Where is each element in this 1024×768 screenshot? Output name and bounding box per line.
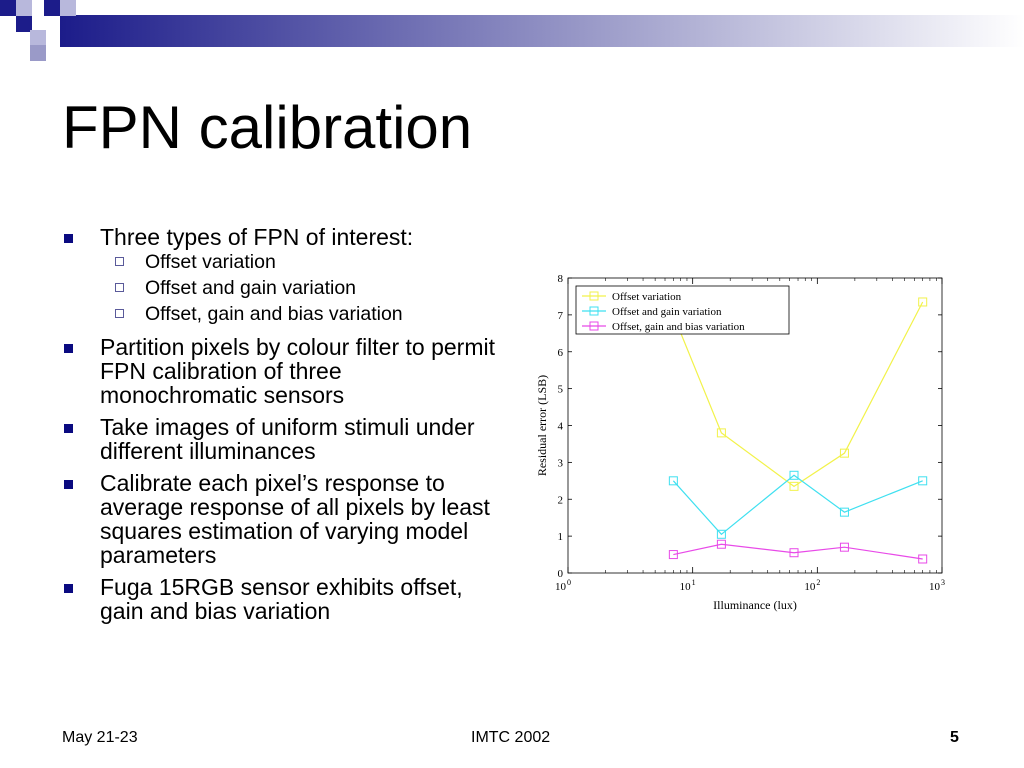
y-tick-label: 6 xyxy=(558,347,564,359)
y-axis-label: Residual error (LSB) xyxy=(535,375,549,476)
data-point xyxy=(839,448,849,458)
square-bullet-icon xyxy=(64,344,73,353)
bullet-text: Fuga 15RGB sensor exhibits offset, gain … xyxy=(100,574,463,624)
data-point xyxy=(789,481,799,491)
data-point xyxy=(839,507,849,517)
data-point xyxy=(918,297,928,307)
data-point xyxy=(918,554,928,564)
y-tick-label: 0 xyxy=(558,568,564,580)
bullet-text: Three types of FPN of interest: xyxy=(100,224,414,250)
series-line xyxy=(672,301,924,488)
y-tick-label: 4 xyxy=(558,421,564,433)
data-point xyxy=(716,539,726,549)
x-tick-exponent: 3 xyxy=(941,578,945,587)
bullet-text: Partition pixels by colour filter to per… xyxy=(100,334,495,408)
bullet-item: Calibrate each pixel’s response to avera… xyxy=(62,471,502,567)
x-tick-exponent: 1 xyxy=(692,578,696,587)
x-tick-exponent: 0 xyxy=(567,578,571,587)
x-tick-label: 102 xyxy=(804,578,820,593)
footer-date: May 21-23 xyxy=(62,729,138,746)
data-point xyxy=(668,550,678,560)
bullet-item: Take images of uniform stimuli under dif… xyxy=(62,415,502,463)
sub-bullet-item: Offset variation xyxy=(62,249,502,275)
slide-title: FPN calibration xyxy=(62,94,473,161)
legend-marker xyxy=(589,306,599,316)
data-point xyxy=(716,529,726,539)
x-tick-label: 100 xyxy=(555,578,571,593)
bullet-text: Take images of uniform stimuli under dif… xyxy=(100,414,475,464)
header-decoration xyxy=(0,0,1024,61)
bullet-text: Calibrate each pixel’s response to avera… xyxy=(100,470,490,568)
page-number: 5 xyxy=(950,729,959,746)
hollow-square-bullet-icon xyxy=(115,257,124,266)
series-line xyxy=(673,543,923,560)
sub-bullet-item: Offset and gain variation xyxy=(62,275,502,301)
data-point xyxy=(668,476,678,486)
legend-label: Offset variation xyxy=(612,291,682,303)
x-axis-label: Illuminance (lux) xyxy=(713,598,797,612)
hollow-square-bullet-icon xyxy=(115,283,124,292)
series-line xyxy=(672,474,923,536)
square-bullet-icon xyxy=(64,234,73,243)
data-point xyxy=(918,476,928,486)
data-point xyxy=(789,470,799,480)
sub-bullet-text: Offset, gain and bias variation xyxy=(145,303,403,325)
legend-label: Offset and gain variation xyxy=(612,306,722,318)
sub-bullet-text: Offset variation xyxy=(145,251,276,273)
sub-bullet-item: Offset, gain and bias variation xyxy=(62,301,502,327)
bullet-item: Partition pixels by colour filter to per… xyxy=(62,335,502,407)
x-tick-label: 101 xyxy=(680,578,696,593)
legend-marker xyxy=(589,321,599,331)
footer-conference: IMTC 2002 xyxy=(471,729,551,746)
data-point xyxy=(839,542,849,552)
hollow-square-bullet-icon xyxy=(115,309,124,318)
data-point xyxy=(716,428,726,438)
legend-marker xyxy=(589,291,599,301)
bullet-item: Fuga 15RGB sensor exhibits offset, gain … xyxy=(62,575,502,623)
y-tick-label: 8 xyxy=(558,273,564,285)
x-tick-label: 103 xyxy=(929,578,945,593)
y-tick-label: 1 xyxy=(558,531,564,543)
legend-box xyxy=(575,285,790,335)
y-tick-label: 3 xyxy=(558,457,564,469)
data-point xyxy=(789,548,799,558)
y-tick-label: 2 xyxy=(558,494,564,506)
sub-bullet-text: Offset and gain variation xyxy=(145,277,357,299)
bullet-item: Three types of FPN of interest: xyxy=(62,225,502,249)
square-bullet-icon xyxy=(64,584,73,593)
legend-label: Offset, gain and bias variation xyxy=(612,321,745,333)
y-tick-label: 5 xyxy=(558,384,564,396)
square-bullet-icon xyxy=(64,480,73,489)
x-tick-exponent: 2 xyxy=(816,578,820,587)
y-tick-label: 7 xyxy=(558,310,564,322)
bullet-list: Three types of FPN of interest: Offset v… xyxy=(62,225,502,623)
square-bullet-icon xyxy=(64,424,73,433)
